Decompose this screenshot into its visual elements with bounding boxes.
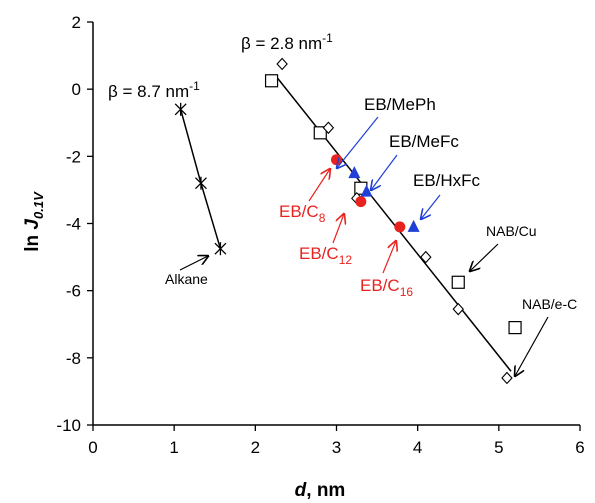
label-eb-c12: EB/C12 — [299, 244, 352, 267]
point-open-diamond — [420, 250, 432, 264]
label-alkane: Alkane — [165, 271, 208, 287]
label-nab-ec: NAB/e-C — [522, 296, 577, 312]
arrow-nab-cu — [470, 243, 499, 271]
y-tick-label: 2 — [72, 13, 81, 32]
arrow-eb-mefc — [371, 154, 398, 190]
fit-label-alkane: β = 8.7 nm-1 — [108, 79, 200, 101]
arrow-alkane — [179, 256, 208, 271]
point-filled-circle — [355, 196, 367, 208]
y-tick-label: -10 — [56, 416, 81, 435]
arrow-eb-meph — [337, 116, 379, 168]
fit-line-1 — [275, 75, 512, 372]
x-tick-label: 0 — [88, 438, 97, 457]
label-eb-hxfc: EB/HxFc — [413, 171, 481, 190]
point-open-diamond — [322, 121, 335, 135]
y-tick-label: 0 — [72, 80, 81, 99]
y-tick-label: -4 — [66, 215, 81, 234]
point-filled-triangle — [348, 166, 361, 179]
axis-ticks: 0 1 2 3 4 5 6 2 0 -2 -4 -6 -8 -10 — [56, 13, 584, 457]
point-asterisk — [174, 102, 187, 116]
point-open-diamond — [276, 57, 288, 71]
point-open-square — [451, 275, 465, 289]
point-asterisk — [194, 176, 207, 190]
point-filled-circle — [394, 221, 406, 233]
point-open-diamond — [501, 371, 513, 385]
arrow-eb-c8 — [308, 169, 330, 202]
x-axis-title: d, nm — [295, 480, 346, 501]
data-points — [174, 57, 522, 385]
x-tick-label: 1 — [169, 438, 178, 457]
point-open-diamond — [452, 302, 464, 316]
arrow-eb-hxfc — [421, 194, 441, 219]
point-open-square — [508, 321, 522, 335]
point-open-square — [313, 126, 327, 140]
fit-label-nab: β = 2.8 nm-1 — [241, 31, 333, 53]
y-axis-title: ln J0.1V — [22, 191, 46, 252]
label-eb-c8: EB/C8 — [279, 202, 326, 225]
arrow-eb-c16 — [382, 241, 396, 274]
y-tick-label: -8 — [66, 349, 81, 368]
point-open-square — [264, 74, 279, 88]
x-tick-label: 5 — [494, 438, 503, 457]
fit-lines — [179, 75, 512, 372]
point-asterisk — [214, 242, 227, 256]
x-tick-label: 4 — [413, 438, 422, 457]
label-eb-mefc: EB/MeFc — [389, 132, 459, 151]
point-filled-triangle — [407, 219, 420, 232]
x-tick-label: 2 — [251, 438, 260, 457]
label-eb-c16: EB/C16 — [360, 276, 413, 299]
y-tick-label: -2 — [66, 147, 81, 166]
y-tick-label: -6 — [66, 282, 81, 301]
x-tick-label: 6 — [575, 438, 584, 457]
label-eb-meph: EB/MePh — [364, 95, 436, 114]
arrow-nab-ec — [515, 316, 549, 376]
x-tick-label: 3 — [332, 438, 341, 457]
point-filled-triangle — [360, 184, 373, 197]
arrow-eb-c12 — [332, 214, 344, 244]
label-nab-cu: NAB/Cu — [486, 223, 537, 239]
